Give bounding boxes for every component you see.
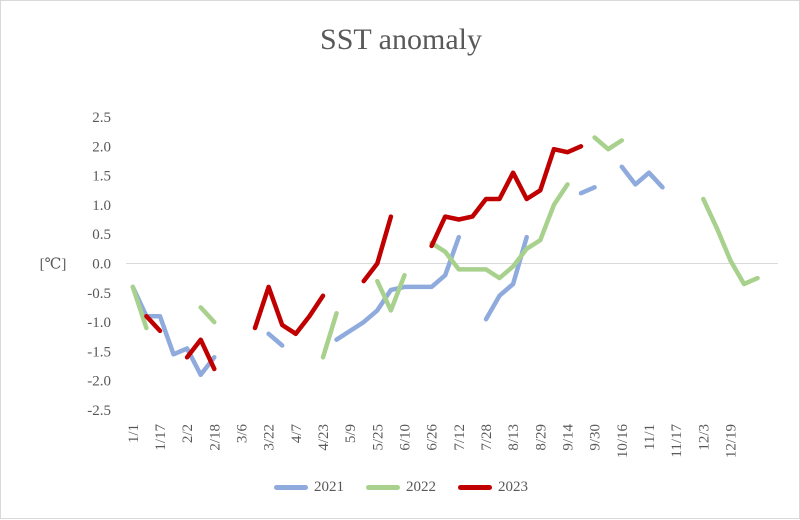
series-line-segment [375,272,407,313]
series-line-segment [184,337,217,372]
series-line-segment [130,284,149,331]
x-tick-label: 8/29 [533,424,549,451]
x-tick-label: 12/19 [723,424,739,458]
series-2023 [144,144,584,372]
series-line-segment [130,284,217,378]
x-tick-label: 9/14 [560,424,576,451]
y-tick-label: -2.5 [87,403,111,419]
series-2022 [130,135,760,360]
series-line-segment [483,234,529,322]
series-line-segment [361,214,394,284]
y-tick-label: -1.5 [87,344,111,360]
series-line-segment [592,135,625,152]
x-tick-label: 2/18 [207,424,223,451]
series-line-segment [320,311,339,360]
legend-item-2021: 2021 [274,479,344,496]
x-tick-label: 3/6 [234,424,250,444]
x-tick-label: 10/16 [615,424,631,459]
chart-title: SST anomaly [320,23,482,56]
x-tick-label: 4/7 [289,424,305,444]
x-tick-label: 2/2 [180,424,196,443]
legend-swatch [274,485,308,490]
series-line-segment [701,196,760,287]
y-tick-label: -0.5 [87,286,111,302]
series-line-segment [198,305,217,325]
x-tick-label: 4/23 [316,424,332,451]
x-tick-label: 11/1 [642,424,658,450]
y-tick-label: 2.0 [92,139,111,155]
series-line-segment [429,182,570,281]
x-tick-label: 3/22 [262,424,278,451]
legend-label: 2021 [314,479,344,495]
legend-item-2022: 2022 [366,479,436,496]
x-tick-label: 7/28 [479,424,495,451]
legend-swatch [366,485,400,490]
series-line-segment [252,284,326,337]
x-tick-label: 5/25 [370,424,386,451]
x-tick-label: 6/26 [425,424,441,451]
series-2021 [130,164,665,378]
x-tick-label: 6/10 [397,424,413,451]
x-tick-label: 7/12 [452,424,468,451]
x-tick-label: 1/1 [126,424,142,443]
y-axis-label: [℃] [40,257,67,273]
x-tick-label: 5/9 [343,424,359,443]
x-tick-label: 11/17 [669,424,685,458]
series-line-segment [619,164,665,190]
y-tick-label: 0.0 [92,257,111,273]
legend-item-2023: 2023 [458,479,528,496]
y-tick-label: -2.0 [87,374,111,390]
series-line-segment [429,144,584,249]
x-tick-label: 12/3 [696,424,712,451]
y-tick-label: 1.0 [92,198,111,214]
legend-label: 2023 [498,479,528,495]
legend: 2021 2022 2023 [1,479,800,496]
series-line-segment [266,331,285,348]
x-tick-label: 8/13 [506,424,522,451]
y-tick-label: 1.5 [92,169,111,185]
legend-label: 2022 [406,479,436,495]
y-tick-label: 2.5 [92,110,111,126]
x-tick-label: 9/30 [588,424,604,451]
series-line-segment [578,185,597,196]
x-tick-label: 1/17 [153,424,169,451]
series-line-segment [144,313,163,334]
y-tick-label: -1.0 [87,315,111,331]
y-tick-label: 0.5 [92,227,111,243]
legend-swatch [458,485,492,490]
